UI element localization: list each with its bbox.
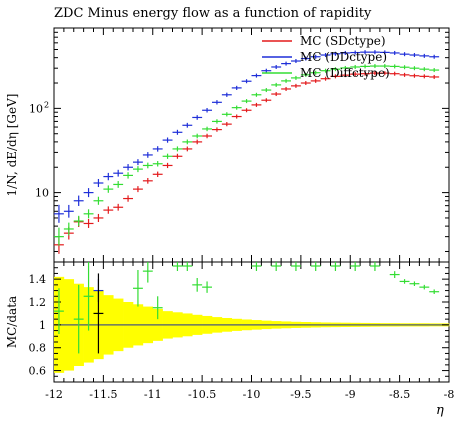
main-plot-frame — [53, 27, 450, 263]
series-mcddctype — [54, 50, 440, 223]
x-tick-label: -8.5 — [389, 388, 410, 401]
ratio-y-tick-label: 0.8 — [29, 342, 47, 355]
x-tick-label: -11 — [144, 388, 162, 401]
series-mcsdctype — [54, 71, 440, 254]
y-tick-label: 10 — [35, 187, 49, 200]
x-tick-label: -12 — [45, 388, 63, 401]
uncertainty-band — [54, 276, 450, 373]
legend: MC (SDctype) MC (DDctype) MC (Diffctype) — [262, 34, 390, 80]
ratio-y-axis-label: MC/data — [5, 296, 19, 348]
x-tick-label: -10 — [243, 388, 261, 401]
x-tick-label: -8 — [444, 388, 455, 401]
ratio-y-tick-label: 1 — [39, 319, 46, 332]
ratio-axis-ticks: -12 -11.5 -11 -10.5 -10 -9.5 -9 -8.5 -8 0.6 0.8 1 1.… — [29, 261, 455, 401]
legend-label: MC (DDctype) — [300, 50, 387, 64]
series-mcdiffctype — [54, 64, 440, 246]
ratio-series-layer — [54, 262, 440, 354]
x-tick-label: -9 — [345, 388, 356, 401]
x-tick-label: -9.5 — [290, 388, 311, 401]
y-axis-label: 1/N, dE/dη [GeV] — [5, 94, 19, 197]
x-tick-label: -10.5 — [188, 388, 216, 401]
ratio-y-tick-label: 1.2 — [29, 296, 47, 309]
y-tick-label-exponent: 2 — [44, 100, 49, 109]
main-series-layer — [54, 50, 440, 254]
ratio-y-tick-label: 0.6 — [29, 365, 47, 378]
x-axis-label: η — [436, 403, 444, 418]
legend-label: MC (Diffctype) — [300, 66, 390, 80]
legend-label: MC (SDctype) — [300, 34, 386, 48]
chart-title: ZDC Minus energy flow as a function of r… — [54, 6, 372, 21]
ratio-y-tick-label: 1.4 — [29, 273, 47, 286]
y-tick-label: 10 — [29, 102, 43, 115]
x-tick-label: -11.5 — [89, 388, 117, 401]
